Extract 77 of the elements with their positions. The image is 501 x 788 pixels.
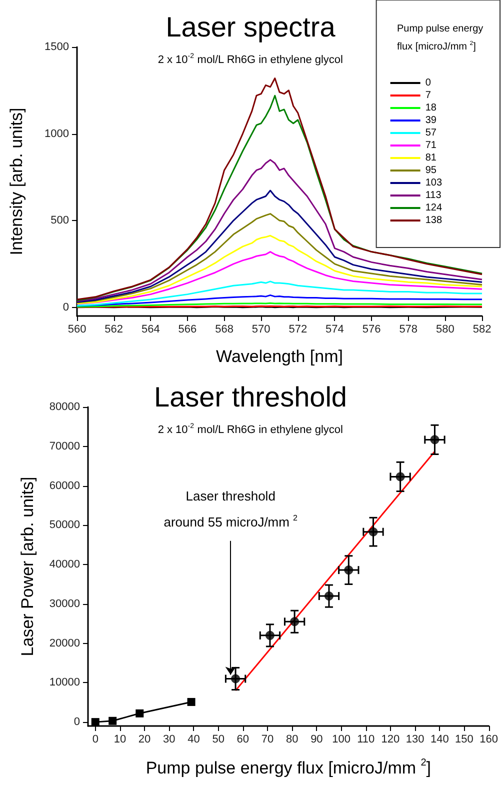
x-tick-label: 70 bbox=[261, 734, 274, 746]
x-tick-label: 130 bbox=[406, 734, 424, 746]
line-series bbox=[76, 251, 483, 305]
x-tick-label: 10 bbox=[114, 734, 126, 746]
x-tick-label: 580 bbox=[436, 324, 454, 336]
legend-label: 18 bbox=[425, 102, 437, 114]
x-tick-label: 572 bbox=[288, 324, 308, 336]
point bbox=[91, 718, 100, 726]
x-tick-label: 564 bbox=[141, 324, 160, 336]
y-tick-label: 10000 bbox=[49, 676, 80, 689]
x-tick-label: 574 bbox=[326, 324, 344, 336]
legend-label: 113 bbox=[425, 190, 442, 201]
y-tick-label: 80000 bbox=[49, 401, 80, 413]
legend-label: 81 bbox=[425, 152, 437, 164]
point bbox=[324, 592, 334, 601]
x-tick-label: 100 bbox=[332, 734, 350, 746]
legend-label: 7 bbox=[425, 90, 432, 101]
x-tick-label: 140 bbox=[430, 734, 449, 746]
x-tick-label: 582 bbox=[472, 324, 492, 336]
x-tick-label: 60 bbox=[236, 734, 250, 746]
x-tick-label: 110 bbox=[357, 734, 375, 746]
point bbox=[265, 630, 274, 640]
x-tick-label: 0 bbox=[92, 734, 98, 746]
x-tick-label: 566 bbox=[178, 324, 197, 336]
x-tick-label: 568 bbox=[215, 324, 234, 336]
x-tick-label: 560 bbox=[68, 324, 86, 336]
x-tick-label: 80 bbox=[286, 734, 298, 746]
legend-label: 39 bbox=[425, 115, 437, 126]
point bbox=[136, 709, 144, 718]
point bbox=[430, 435, 440, 444]
legend-label: 71 bbox=[425, 140, 437, 151]
point bbox=[187, 698, 196, 706]
point bbox=[231, 674, 240, 684]
x-tick-label: 30 bbox=[163, 734, 176, 746]
y-tick-label: 500 bbox=[50, 214, 69, 227]
legend-label: 138 bbox=[425, 215, 442, 226]
y-tick-label: 1000 bbox=[44, 128, 69, 140]
y-tick-label: 30000 bbox=[49, 598, 80, 610]
y-tick-label: 50000 bbox=[49, 519, 80, 532]
legend-label: 103 bbox=[425, 178, 442, 188]
x-tick-label: 120 bbox=[381, 734, 400, 746]
point bbox=[108, 716, 117, 725]
line-series bbox=[76, 234, 483, 304]
chart-title: Laser threshold bbox=[154, 382, 348, 412]
x-tick-label: 160 bbox=[480, 734, 498, 746]
y-tick-label: 1500 bbox=[44, 41, 69, 53]
point bbox=[396, 472, 405, 482]
point bbox=[290, 617, 300, 626]
y-tick-label: 70000 bbox=[49, 440, 80, 452]
y-axis-title: Intensity [arb. units] bbox=[7, 108, 26, 256]
x-axis-title: Wavelength [nm] bbox=[216, 347, 343, 366]
legend-label: 95 bbox=[425, 165, 437, 176]
x-tick-label: 562 bbox=[104, 324, 123, 336]
y-tick-label: 20000 bbox=[49, 637, 80, 650]
point bbox=[344, 566, 354, 575]
x-tick-label: 50 bbox=[212, 734, 224, 746]
y-axis-title: Laser Power [arb. units] bbox=[18, 476, 37, 656]
x-tick-label: 150 bbox=[455, 734, 474, 746]
x-tick-label: 578 bbox=[399, 324, 418, 336]
point bbox=[368, 527, 378, 536]
y-tick-label: 0 bbox=[62, 301, 69, 314]
legend-label: 0 bbox=[425, 78, 432, 88]
y-tick-label: 40000 bbox=[49, 558, 80, 571]
x-tick-label: 570 bbox=[252, 324, 270, 336]
line-series bbox=[76, 213, 483, 304]
chart-title: Laser spectra bbox=[166, 12, 336, 42]
legend-label: 57 bbox=[425, 128, 437, 138]
y-tick-label: 0 bbox=[74, 716, 80, 728]
x-tick-label: 40 bbox=[188, 734, 200, 746]
legend-label: 124 bbox=[425, 202, 442, 214]
y-tick-label: 60000 bbox=[49, 480, 80, 492]
x-tick-label: 90 bbox=[310, 734, 323, 746]
annotation: Laser threshold around 55 microJ/mm 2 bbox=[164, 488, 298, 530]
line-series bbox=[76, 190, 483, 303]
x-tick-label: 20 bbox=[138, 734, 151, 746]
line-series bbox=[76, 159, 483, 302]
x-tick-label: 576 bbox=[362, 324, 381, 336]
